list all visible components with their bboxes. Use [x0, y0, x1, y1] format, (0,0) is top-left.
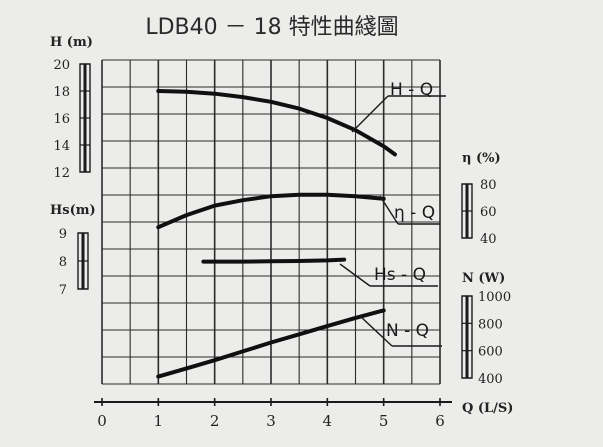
data-point-H [326, 117, 328, 119]
data-point-Hs [242, 261, 244, 263]
axis-tick-label-Hs: 7 [59, 283, 67, 298]
x-tick-label: 6 [435, 412, 445, 430]
data-point-Hs [202, 261, 204, 263]
data-point-N [270, 341, 272, 344]
data-point-H [214, 93, 216, 95]
data-point-H [354, 129, 357, 131]
axis-tick-label-H: 20 [53, 58, 70, 73]
axis-tick-label-eta: 60 [480, 205, 497, 220]
data-point-eta [298, 194, 300, 196]
series-label-Hs: Hs - Q [374, 265, 426, 285]
x-tick-label: 3 [266, 412, 276, 430]
curve-labels: H - Q η - Q Hs - Q N - Q [339, 80, 446, 347]
data-point-Hs [343, 259, 345, 261]
x-axis-label: Q (L/S) [462, 401, 513, 416]
data-point-eta [185, 214, 188, 216]
data-point-H [394, 153, 396, 155]
data-point-H [242, 96, 244, 98]
curve-Hs [201, 257, 347, 264]
series-label-N: N - Q [386, 321, 429, 341]
axis-tick-label-H: 14 [53, 139, 70, 154]
data-point-H [157, 90, 159, 92]
x-tick-label: 2 [210, 412, 220, 430]
data-point-N [354, 317, 357, 319]
label-leader-eta [379, 195, 399, 225]
data-point-eta [383, 198, 385, 200]
axis-title-eta: η (%) [462, 151, 501, 166]
chart-title: LDB40 － 18 特性曲綫圖 [145, 15, 398, 40]
data-point-H [298, 108, 300, 110]
axis-tick-label-N: 1000 [478, 290, 511, 305]
data-point-eta [242, 199, 244, 201]
axis-title-H: H (m) [50, 35, 93, 50]
label-leader-Hs [339, 263, 371, 287]
data-point-Hs [326, 259, 328, 261]
data-point-N [298, 333, 300, 335]
label-leader-N [359, 315, 393, 347]
data-point-H [185, 91, 188, 93]
x-tick-label: 5 [379, 412, 389, 430]
data-point-N [214, 359, 216, 361]
data-point-Hs [298, 260, 300, 262]
axis-tick-label-Hs: 9 [59, 227, 67, 242]
x-tick-label: 4 [323, 412, 333, 430]
data-point-N [185, 367, 188, 369]
axis-tick-label-H: 16 [53, 112, 70, 127]
curves [156, 89, 397, 379]
axis-tick-label-N: 600 [478, 345, 503, 360]
axis-tick-label-H: 12 [53, 166, 70, 181]
data-point-N [157, 376, 159, 378]
series-label-eta: η - Q [394, 203, 435, 223]
axis-title-Hs: Hs(m) [50, 203, 96, 218]
data-point-H [383, 145, 385, 147]
axis-tick-label-N: 400 [478, 372, 503, 387]
axis-tick-label-eta: 40 [480, 232, 497, 247]
axis-tick-label-Hs: 8 [59, 255, 67, 270]
grid [101, 59, 441, 385]
data-point-eta [157, 226, 159, 228]
data-point-H [270, 101, 272, 103]
axis-tick-label-H: 18 [53, 85, 70, 100]
series-label-H: H - Q [390, 80, 433, 100]
data-point-N [383, 309, 385, 311]
data-point-eta [326, 194, 328, 196]
axis-title-N: N (W) [462, 271, 505, 286]
data-point-Hs [270, 260, 272, 262]
data-point-eta [354, 195, 357, 197]
x-tick-label: 0 [97, 412, 107, 430]
data-point-eta [270, 195, 272, 197]
axis-tick-label-N: 800 [478, 317, 503, 332]
axis-tick-label-eta: 80 [480, 178, 497, 193]
data-point-N [242, 350, 244, 352]
data-point-N [326, 325, 328, 327]
curve-H [156, 89, 397, 157]
label-leader-H [351, 95, 389, 133]
x-tick-label: 1 [154, 412, 164, 430]
data-point-eta [214, 205, 216, 207]
